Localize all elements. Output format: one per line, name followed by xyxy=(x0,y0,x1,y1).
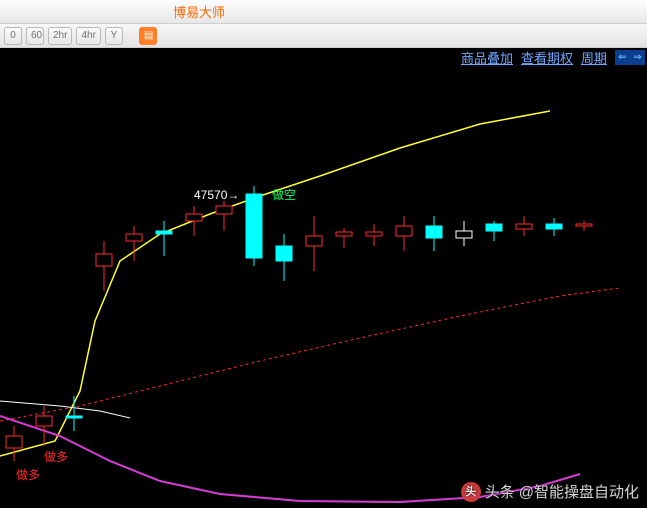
timeframe-60-button[interactable]: 60 xyxy=(26,27,44,45)
toolbar: 0 60 2hr 4hr Y ▤ xyxy=(0,24,647,48)
view-options-link[interactable]: 查看期权 xyxy=(521,48,573,67)
nav-prev-button[interactable]: ⇐ xyxy=(615,50,630,65)
watermark-logo-icon: 头 xyxy=(461,482,481,502)
timeframe-4hr-button[interactable]: 4hr xyxy=(76,27,100,45)
watermark-prefix: 头条 xyxy=(485,481,515,502)
short-annotation: 做空 xyxy=(272,186,296,203)
candlestick-chart xyxy=(0,66,647,508)
watermark-handle: @智能操盘自动化 xyxy=(519,481,639,502)
app-window: 博易大师 0 60 2hr 4hr Y ▤ 商品叠加 查看期权 周期 ⇐ ⇒ 4… xyxy=(0,0,647,508)
nav-arrows: ⇐ ⇒ xyxy=(615,50,645,65)
titlebar: 博易大师 xyxy=(0,0,647,24)
long-annotation-1: 做多 xyxy=(44,448,68,465)
chart-type-button[interactable]: ▤ xyxy=(139,27,157,45)
chart-area: 商品叠加 查看期权 周期 ⇐ ⇒ 47570→ 做空 做多 做多 头 头条 @智… xyxy=(0,48,647,508)
app-title: 博易大师 xyxy=(173,2,225,21)
timeframe-2hr-button[interactable]: 2hr xyxy=(48,27,72,45)
watermark: 头 头条 @智能操盘自动化 xyxy=(461,481,639,502)
timeframe-y-button[interactable]: Y xyxy=(105,27,123,45)
long-annotation-2: 做多 xyxy=(16,466,40,483)
timeframe-0-button[interactable]: 0 xyxy=(4,27,22,45)
period-link[interactable]: 周期 xyxy=(581,48,607,67)
price-annotation: 47570→ xyxy=(194,188,239,202)
nav-next-button[interactable]: ⇒ xyxy=(630,50,645,65)
add-product-link[interactable]: 商品叠加 xyxy=(461,48,513,67)
chart-menu-strip: 商品叠加 查看期权 周期 ⇐ ⇒ xyxy=(461,48,645,66)
